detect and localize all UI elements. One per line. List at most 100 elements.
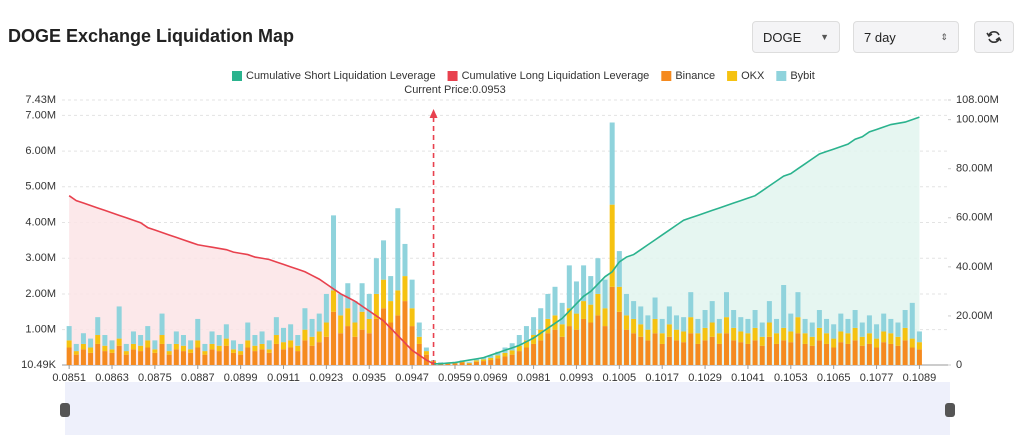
bar-segment: [702, 340, 708, 365]
y-tick-label: 3.00M: [25, 252, 56, 264]
bar-segment: [588, 322, 594, 365]
bar-segment: [681, 342, 687, 365]
x-tick-label: 0.1029: [688, 372, 722, 384]
bar-segment: [838, 331, 844, 343]
bar-segment: [809, 322, 815, 337]
bar-segment: [881, 342, 887, 365]
bar-segment: [452, 362, 458, 364]
x-tick-label: 0.0851: [52, 372, 86, 384]
bar-segment: [838, 342, 844, 365]
bar-segment: [874, 324, 880, 339]
bar-segment: [109, 340, 115, 350]
bar-segment: [724, 333, 729, 365]
y-tick-label: 5.00M: [25, 181, 56, 193]
bar-segment: [581, 318, 587, 365]
bar-segment: [531, 335, 537, 344]
slider-handle[interactable]: [60, 403, 70, 417]
bar-segment: [395, 315, 401, 365]
x-tick-label: 0.0863: [95, 372, 129, 384]
refresh-button[interactable]: [974, 21, 1014, 53]
bar-segment: [216, 351, 222, 365]
bar-segment: [309, 345, 315, 365]
bar-segment: [123, 343, 129, 352]
bar-segment: [652, 297, 658, 319]
bar-segment: [602, 279, 608, 309]
bar-segment: [173, 331, 179, 344]
bar-segment: [752, 327, 758, 341]
bar-segment: [731, 310, 737, 328]
bar-segment: [523, 340, 529, 348]
period-select[interactable]: 7 day ⇕: [853, 21, 959, 53]
bar-segment: [152, 349, 158, 353]
x-tick-label: 0.0887: [181, 372, 215, 384]
bar-segment: [445, 363, 451, 365]
bar-segment: [88, 347, 94, 353]
bar-segment: [152, 340, 158, 350]
bar-segment: [502, 347, 508, 353]
bar-segment: [109, 349, 115, 353]
bar-segment: [366, 318, 372, 334]
bar-segment: [473, 361, 479, 365]
bar-segment: [245, 347, 251, 365]
bar-segment: [609, 204, 615, 287]
bar-segment: [109, 352, 115, 365]
bar-segment: [888, 343, 894, 365]
bar-segment: [874, 347, 880, 365]
bar-segment: [395, 290, 401, 316]
bar-segment: [202, 351, 208, 355]
x-tick-label: 0.1053: [774, 372, 808, 384]
bar-segment: [666, 336, 672, 365]
bar-segment: [352, 301, 358, 323]
bar-segment: [602, 308, 608, 327]
bar-segment: [766, 301, 772, 323]
bar-segment: [331, 215, 337, 291]
bar-segment: [252, 351, 258, 365]
bar-segment: [916, 342, 922, 350]
bar-segment: [281, 342, 286, 350]
bar-segment: [302, 308, 308, 330]
bar-segment: [595, 258, 601, 294]
bar-segment: [381, 279, 387, 309]
slider-handle[interactable]: [945, 403, 955, 417]
bar-segment: [88, 338, 94, 348]
x-tick-label: 0.0911: [267, 372, 300, 384]
bar-segment: [102, 351, 108, 365]
bar-segment: [545, 318, 551, 334]
coin-select[interactable]: DOGE ▼: [752, 21, 840, 53]
bar-segment: [66, 347, 72, 365]
x-tick-label: 0.0899: [224, 372, 258, 384]
line: [433, 116, 920, 365]
bar-segment: [688, 333, 694, 365]
bar-segment: [323, 322, 329, 337]
bar-segment: [916, 331, 922, 343]
bar-segment: [373, 318, 379, 365]
bar-segment: [123, 351, 129, 355]
bar-segment: [452, 361, 458, 363]
zoom-slider: [65, 382, 950, 435]
y-tick-label: 7.43M: [25, 94, 56, 106]
bar-segment: [202, 343, 208, 352]
bar-segment: [138, 351, 144, 365]
bar-segment: [481, 361, 487, 365]
bar-segment: [223, 345, 229, 365]
bar-segment: [345, 326, 351, 365]
bar-segment: [195, 340, 201, 348]
bar-segment: [345, 283, 351, 309]
bar-segment: [659, 333, 665, 344]
bar-segment: [316, 342, 322, 365]
bar-segment: [774, 333, 780, 344]
bar-segment: [73, 351, 79, 355]
bar-segment: [559, 302, 565, 325]
bar-segment: [159, 313, 165, 336]
dropdown-arrow: ▼: [820, 32, 829, 42]
bar-segment: [681, 331, 687, 343]
bar-segment: [138, 345, 144, 352]
bar-segment: [80, 333, 86, 344]
bar-segment: [309, 318, 315, 337]
bar-segment: [623, 315, 629, 330]
current-price-arrowhead: [429, 109, 438, 118]
bar-segment: [245, 340, 251, 348]
bar-segment: [73, 354, 79, 365]
bar-segment: [180, 335, 186, 346]
bar-segment: [859, 345, 865, 365]
